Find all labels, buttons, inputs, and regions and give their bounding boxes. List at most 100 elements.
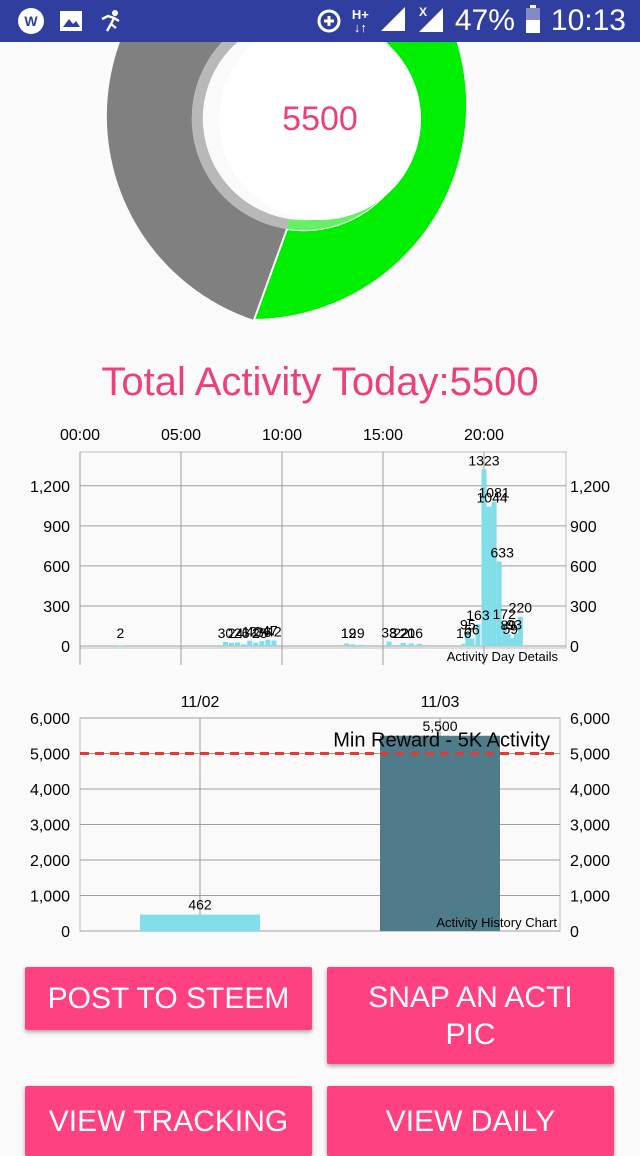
day-y-tick-left: 900 — [43, 519, 70, 536]
history-y-tick-right: 1,000 — [570, 889, 610, 906]
history-y-tick-right: 5,000 — [570, 747, 610, 764]
day-y-tick-left: 600 — [43, 559, 70, 576]
no-signal-icon: X — [417, 4, 445, 39]
day-bar-value-label: 40 — [246, 624, 262, 640]
day-y-tick-left: 1,200 — [30, 479, 70, 496]
history-y-tick-left: 3,000 — [30, 818, 70, 835]
day-bar-value-label: 36 — [256, 624, 272, 640]
network-type: H+ ↓↑ — [351, 7, 369, 35]
history-y-tick-right: 0 — [570, 924, 579, 941]
day-bar — [481, 469, 487, 646]
day-bar-value-label: 42 — [266, 623, 282, 639]
history-chart-title: Activity History Chart — [436, 915, 557, 930]
day-bar-value-label: 220 — [509, 600, 533, 616]
day-bar-value-label: 163 — [466, 607, 490, 623]
post-to-steem-button[interactable]: POST TO STEEM — [25, 967, 312, 1030]
day-bar-value-label: 1323 — [468, 452, 499, 468]
runner-icon — [98, 8, 124, 34]
day-bar — [259, 641, 265, 646]
history-y-tick-right: 2,000 — [570, 853, 610, 870]
view-tracking-button[interactable]: VIEW TRACKING — [25, 1086, 312, 1156]
day-bar — [386, 641, 392, 646]
day-bar — [222, 641, 228, 646]
day-bar-value-label: 9 — [357, 625, 365, 641]
status-bar: W H+ ↓↑ X 47% 10:13 — [0, 0, 640, 42]
history-y-tick-left: 6,000 — [30, 711, 70, 728]
clock: 10:13 — [550, 4, 626, 37]
day-bar — [469, 638, 475, 646]
battery-percent: 47% — [454, 4, 515, 37]
history-y-tick-left: 5,000 — [30, 747, 70, 764]
day-bar — [229, 642, 234, 646]
day-bar-value-label: 16 — [408, 625, 424, 641]
snap-activity-pic-button[interactable]: SNAP AN ACTI PIC — [327, 967, 614, 1064]
history-y-tick-left: 1,000 — [30, 889, 70, 906]
day-x-tick-label: 05:00 — [161, 427, 201, 444]
day-bar-value-label: 93 — [507, 617, 523, 633]
day-y-tick-left: 0 — [61, 639, 70, 656]
day-bar — [509, 638, 515, 646]
day-bar-value-label: 59 — [502, 621, 518, 637]
day-bar — [486, 506, 492, 646]
day-bar — [465, 633, 471, 646]
day-bar — [408, 643, 414, 646]
day-bar-value-label: 33 — [381, 625, 397, 641]
data-saver-icon — [316, 8, 342, 34]
day-bar — [271, 640, 277, 646]
day-bar-value-label: 12 — [341, 625, 357, 641]
history-bar — [380, 735, 500, 931]
day-x-tick-label: 20:00 — [464, 427, 504, 444]
wallet-icon: W — [18, 8, 44, 34]
history-bar-value-label: 5,500 — [422, 718, 457, 734]
history-x-tick-label: 11/02 — [181, 694, 220, 711]
day-bar — [513, 633, 519, 646]
day-bar — [501, 623, 507, 646]
min-reward-label: Min Reward - 5K Activity — [333, 730, 550, 752]
day-bar-value-label: 633 — [491, 544, 515, 560]
view-daily-button[interactable]: VIEW DAILY — [327, 1086, 614, 1156]
image-icon — [58, 8, 84, 34]
day-bar-value-label: 25 — [252, 625, 268, 641]
day-y-tick-right: 600 — [570, 559, 597, 576]
day-bar-value-label: 20 — [399, 625, 415, 641]
signal-icon — [379, 5, 407, 38]
day-bar-value-label: 16 — [456, 625, 472, 641]
day-bar — [505, 634, 511, 646]
day-bar — [358, 644, 364, 646]
activity-history-chart: 0 0 1,000 1,000 2,000 2,000 3,000 3,000 4,000 4,0… — [30, 694, 610, 941]
day-bar-value-label: 1044 — [477, 490, 508, 506]
day-bar — [350, 644, 356, 646]
day-bar-value-label: 30 — [218, 625, 234, 641]
day-bar — [496, 561, 502, 646]
day-bar — [491, 501, 497, 646]
day-bar — [392, 644, 398, 646]
day-bar — [235, 642, 241, 646]
history-y-tick-right: 6,000 — [570, 711, 610, 728]
day-bar — [241, 644, 247, 646]
history-x-tick-label: 11/03 — [421, 694, 460, 711]
battery-icon — [525, 4, 541, 39]
day-bar — [265, 639, 271, 646]
day-bar-value-label: 26 — [234, 625, 250, 641]
donut-center-value: 5500 — [282, 100, 358, 138]
activity-donut — [106, 42, 469, 322]
history-y-tick-left: 2,000 — [30, 853, 70, 870]
history-bar-value-label: 462 — [188, 897, 212, 913]
day-bar-value-label: 89 — [500, 617, 516, 633]
day-bar — [400, 643, 406, 646]
day-bar — [253, 642, 259, 646]
total-activity-label: Total Activity Today:5500 — [101, 360, 539, 404]
day-bar-value-label: 8 — [389, 625, 397, 641]
day-bar — [517, 616, 523, 646]
day-bar-value-label: 1081 — [479, 485, 510, 501]
day-bar-value-label: 19 — [341, 625, 357, 641]
day-bar-value-label: 56 — [464, 622, 480, 638]
day-y-tick-right: 900 — [570, 519, 597, 536]
day-bar-value-label: 47 — [262, 623, 278, 639]
day-x-tick-label: 15:00 — [363, 427, 403, 444]
history-bar — [140, 914, 260, 931]
day-y-tick-right: 1,200 — [570, 479, 610, 496]
day-chart-title: Activity Day Details — [447, 649, 559, 664]
day-bar-value-label: 24 — [228, 625, 244, 641]
day-x-tick-label: 10:00 — [262, 427, 302, 444]
